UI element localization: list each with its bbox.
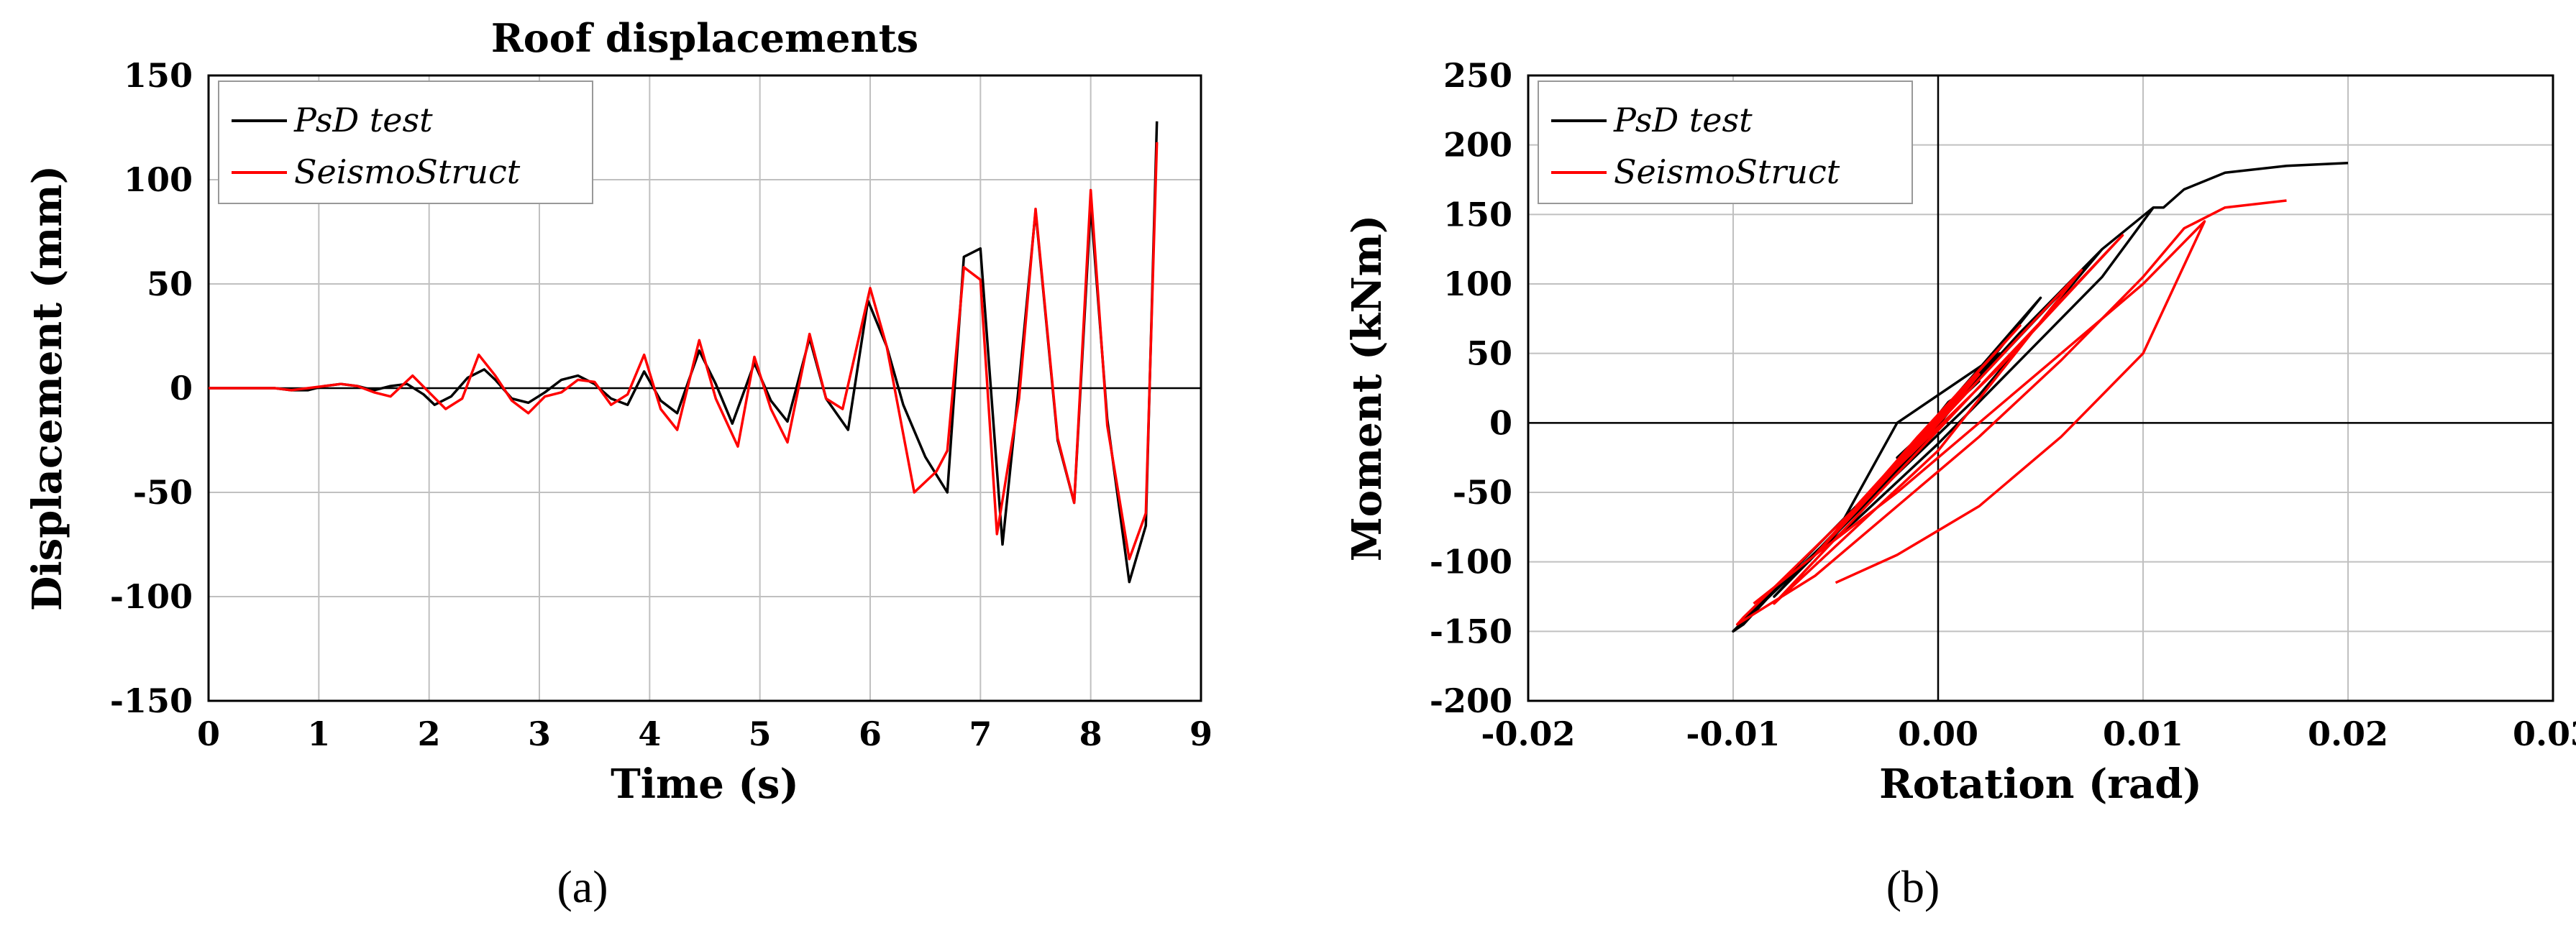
legend-entry-2: SeismoStruct [1614,152,1840,191]
y-tick-label: 150 [1443,195,1512,234]
legend-entry-1: PsD test [1613,101,1753,139]
x-axis-label: Rotation (rad) [1879,760,2202,808]
x-tick-label: 9 [1189,714,1212,753]
x-tick-label: 0 [197,714,220,753]
series-line-1 [1732,162,2349,633]
legend-entry-2: SeismoStruct [294,152,521,191]
x-tick-label: 1 [307,714,330,753]
x-tick-label: 6 [859,714,882,753]
chart-panel-1: 0 1 2 3 4 5 6 7 8 9 150 100 50 0 -50 -100 -150 Time (s) Di… [24,15,1212,912]
chart-title: Roof displacements [491,15,918,61]
y-tick-label: 200 [1443,126,1512,165]
y-tick-label: -50 [1453,473,1512,512]
x-tick-label: 7 [969,714,992,753]
plot-frame [1527,74,2554,702]
y-tick-label: -200 [1430,681,1512,720]
chart-panel-2: -0.02 -0.01 0.00 0.01 0.02 0.03 250 200 150 100 50… [1343,56,2576,912]
x-tick-label: 5 [749,714,772,753]
x-tick-label: 8 [1079,714,1102,753]
x-axis-label: Time (s) [611,760,799,808]
y-tick-label: 100 [1443,265,1512,303]
x-tick-label: 0.00 [1898,714,1978,753]
legend-box [218,81,593,204]
x-tick-label: 0.03 [2513,714,2576,753]
y-tick-label: 250 [1443,56,1512,95]
y-tick-label: 50 [1466,334,1512,373]
y-tick-label: 0 [1489,403,1512,442]
y-axis-label: Moment (kNm) [1343,215,1391,562]
legend-box [1538,81,1913,204]
series-line-2 [209,142,1159,561]
x-tick-label: 3 [528,714,551,753]
panel-label: (b) [1886,861,1940,912]
x-tick-label: 4 [638,714,661,753]
series-line-2 [1735,199,2287,626]
panel-label: (a) [557,861,608,912]
series-loop-2 [1753,220,2206,605]
y-tick-label: -100 [110,577,193,616]
series-line-1 [209,121,1159,584]
y-tick-label: 150 [124,56,193,95]
y-tick-label: -50 [133,473,193,512]
x-tick-label: -0.02 [1481,714,1575,753]
x-tick-label: 0.01 [2103,714,2183,753]
series-loop-1 [1732,206,2155,633]
y-tick-label: 0 [170,369,193,408]
y-axis-label: Displacement (mm) [24,165,71,611]
y-tick-label: 100 [124,160,193,199]
x-tick-label: 2 [418,714,441,753]
x-tick-label: -0.01 [1686,714,1780,753]
y-tick-label: -100 [1430,543,1512,582]
legend-entry-1: PsD test [293,101,433,139]
y-tick-label: -150 [1430,612,1512,651]
x-tick-label: 0.02 [2308,714,2388,753]
y-tick-label: -150 [110,681,193,720]
y-tick-label: 50 [147,265,193,303]
